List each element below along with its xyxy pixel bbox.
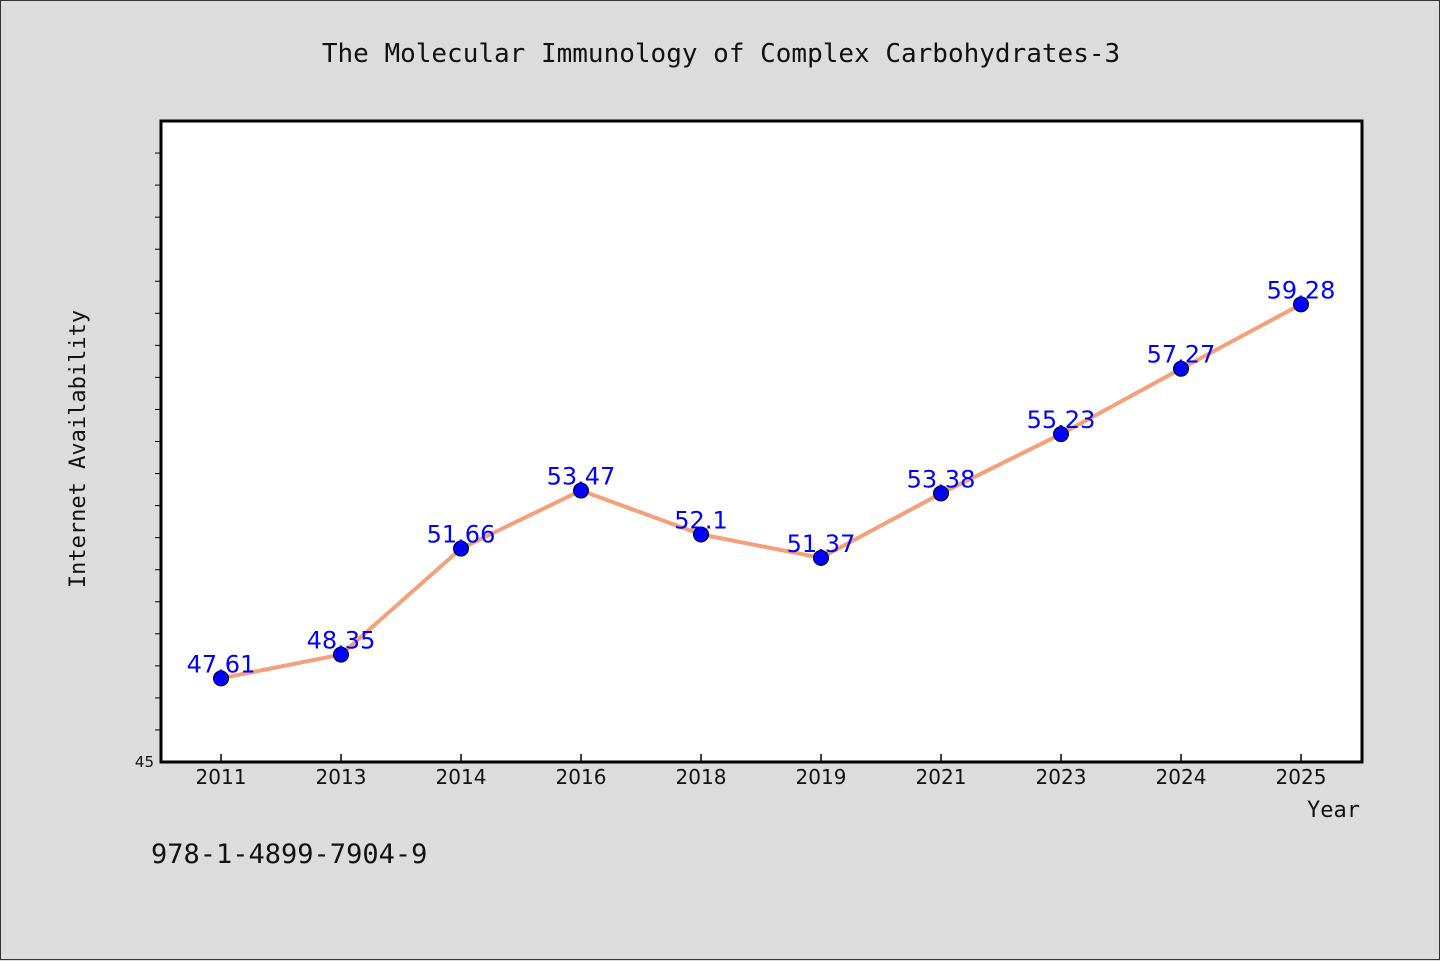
data-point	[573, 482, 589, 499]
x-tick-label: 2019	[796, 765, 847, 789]
x-axis-label: Year	[1307, 798, 1360, 823]
y-axis-ticks	[155, 152, 161, 731]
x-axis-ticks: 2011 2013 2014 2016 2018 2019 2021 2023 2024 2025	[196, 754, 1327, 789]
data-point	[1173, 360, 1189, 377]
data-point	[1293, 296, 1309, 313]
data-point	[693, 526, 709, 543]
x-tick-label: 2025	[1276, 765, 1327, 789]
data-point	[933, 485, 949, 502]
x-tick-label: 2016	[556, 765, 607, 789]
x-tick-label: 2011	[196, 765, 247, 789]
x-tick-label: 2018	[676, 765, 727, 789]
x-tick-label: 2014	[436, 765, 487, 789]
y-axis-label: Internet Availability	[66, 310, 91, 588]
data-label: 55.23	[1027, 406, 1096, 434]
data-labels: 47.61 48.35 51.66 53.47 52.1 51.37 53.38 55.23 5…	[187, 276, 1336, 678]
data-point	[333, 646, 349, 663]
data-label: 52.1	[674, 506, 727, 534]
data-point	[453, 540, 469, 557]
data-label: 51.37	[787, 530, 856, 558]
x-tick-label: 2013	[316, 765, 367, 789]
data-label: 53.47	[547, 463, 616, 491]
isbn-text: 978-1-4899-7904-9	[151, 839, 427, 870]
chart-title: The Molecular Immunology of Complex Carb…	[322, 39, 1120, 69]
data-point	[813, 549, 829, 566]
data-label: 53.38	[907, 465, 976, 493]
x-tick-label: 2024	[1156, 765, 1207, 789]
x-tick-label: 2023	[1036, 765, 1087, 789]
x-tick-label: 2021	[916, 765, 967, 789]
data-point	[1053, 426, 1069, 443]
y-tick-label: 45	[135, 753, 154, 771]
data-label: 59.28	[1267, 276, 1336, 304]
series-line	[219, 302, 1303, 681]
data-label: 47.61	[187, 650, 256, 678]
data-point	[213, 670, 229, 687]
data-label: 57.27	[1147, 341, 1216, 369]
data-label: 51.66	[427, 521, 496, 549]
data-label: 48.35	[307, 627, 376, 655]
data-markers	[213, 296, 1309, 687]
plot-area	[159, 119, 1364, 764]
